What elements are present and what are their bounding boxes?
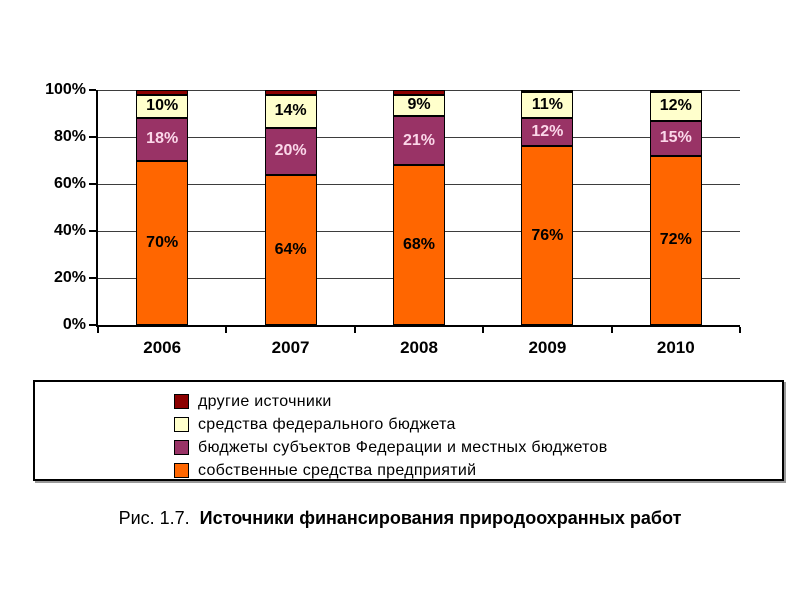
bar-segment [264,90,317,95]
data-label: 72% [659,231,692,249]
legend-swatch [174,417,189,432]
data-label: 68% [402,236,436,254]
data-label: 76% [531,226,564,244]
y-axis-tick [89,230,96,232]
bar-segment: 14% [264,94,317,128]
legend-item: другие источники [174,390,782,413]
data-label: 11% [531,96,563,114]
y-axis-tick-label: 80% [53,128,86,145]
y-axis-tick-label: 0% [62,316,86,333]
data-label: 12% [659,97,692,115]
caption-title: Источники финансирования природоохранных… [199,508,682,528]
y-axis-tick-label: 60% [53,175,86,192]
data-label: 20% [274,142,307,160]
x-axis-category-label: 2006 [143,338,182,357]
y-axis-tick [89,136,96,138]
bar-segment [393,90,445,95]
y-axis-tick-label: 40% [53,222,86,239]
bar-segment: 11% [521,92,574,119]
x-axis-category-label: 2009 [528,338,567,357]
bar-segment: 9% [393,94,445,116]
bar-segment: 12% [649,92,702,121]
plot-area: 70% 18% 10% 64% 20% 14% 68% 21% 9% 76% 12% 11% 72% 15… [96,90,740,327]
legend-label: средства федерального бюджета [198,415,456,433]
data-label: 18% [146,130,179,148]
legend-swatch [174,440,189,455]
bar-segment [136,90,189,95]
legend-item: бюджеты субъектов Федерации и местных бю… [174,436,782,459]
x-axis-tick [353,327,356,333]
y-axis-tick-label: 100% [45,81,86,98]
legend-item: собственные средства предприятий [174,459,782,482]
legend-item: средства федерального бюджета [174,413,782,436]
bar-segment: 64% [264,174,317,325]
data-label: 15% [659,129,692,147]
y-axis-tick [89,277,96,279]
bar-segment: 12% [521,118,574,147]
bar-segment: 20% [264,127,317,175]
data-label: 64% [274,240,307,258]
x-axis-category-label: 2008 [400,338,438,357]
data-label: 21% [402,131,436,149]
y-axis-tick [89,183,96,185]
legend-swatch [174,394,189,409]
data-label: 70% [146,233,179,251]
x-axis-tick [739,327,741,333]
legend-items: другие источники средства федерального бю… [35,382,782,482]
x-axis-tick [225,327,228,333]
bar-segment: 18% [136,118,189,161]
bar-segment: 15% [649,120,702,156]
bar-segment: 72% [649,155,702,325]
data-label: 10% [146,97,179,115]
legend-swatch [174,463,189,478]
bar-segment [649,90,702,93]
y-axis-tick-label: 20% [53,269,86,286]
caption-number: Рис. 1.7. [118,508,190,528]
x-axis-tick [610,327,613,333]
figure-caption: Рис. 1.7. Источники финансирования природ… [0,508,800,529]
data-label: 12% [531,123,564,141]
legend-label: другие источники [198,392,332,410]
legend-label: собственные средства предприятий [198,461,477,479]
legend-label: бюджеты субъектов Федерации и местных бю… [198,438,608,456]
data-label: 14% [274,102,307,120]
bar-segment: 21% [393,115,445,166]
legend: другие источники средства федерального бю… [33,380,784,481]
bar-segment: 10% [136,94,189,119]
x-axis-category-label: 2007 [271,338,310,357]
data-label: 9% [407,96,431,114]
y-axis-tick [89,89,96,91]
y-axis-tick [89,324,96,326]
x-axis-tick [97,327,99,333]
bar-segment: 70% [136,160,189,325]
bar-segment: 68% [393,165,445,325]
x-axis-tick [482,327,485,333]
bar-segment: 76% [521,146,574,325]
bar-segment [521,90,574,93]
x-axis-category-label: 2010 [656,338,695,357]
